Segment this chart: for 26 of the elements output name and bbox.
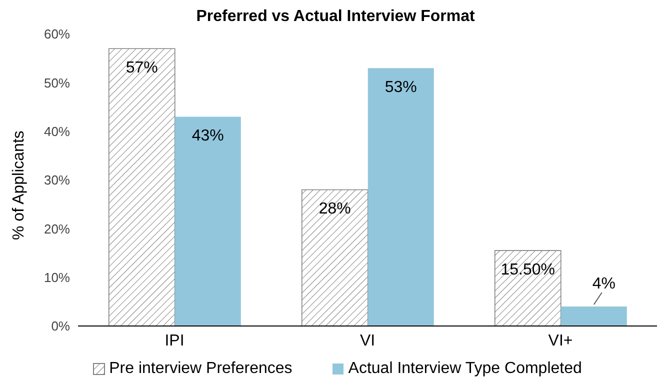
data-label: 28% [318, 200, 351, 218]
data-label: 4% [592, 276, 616, 293]
y-tick-label: 60% [44, 26, 70, 42]
y-tick-label: 20% [44, 221, 70, 236]
data-label: 15.50% [500, 262, 556, 279]
data-label: 57% [126, 60, 158, 77]
bar [368, 68, 434, 326]
legend-label: Actual Interview Type Completed [348, 360, 582, 378]
bar [108, 48, 176, 326]
bar [560, 306, 627, 326]
y-tick-label: 0% [51, 318, 70, 334]
x-tick-label: VI [360, 332, 376, 350]
data-label: 53% [384, 79, 417, 96]
data-label: 43% [192, 128, 224, 145]
x-tick-label: IPI [164, 332, 184, 350]
bar [494, 250, 562, 326]
bar [174, 116, 241, 326]
y-tick-label: 30% [44, 172, 70, 188]
chart-title: Preferred vs Actual Interview Format [195, 8, 476, 27]
y-tick-label: 10% [44, 270, 70, 285]
bar [301, 189, 368, 326]
x-tick-label: VI+ [548, 332, 573, 350]
legend-label: Pre interview Preferences [109, 360, 292, 378]
y-tick-label: 40% [44, 124, 70, 139]
y-axis-title: % of Applicants [10, 130, 28, 240]
y-tick-label: 50% [44, 75, 70, 90]
